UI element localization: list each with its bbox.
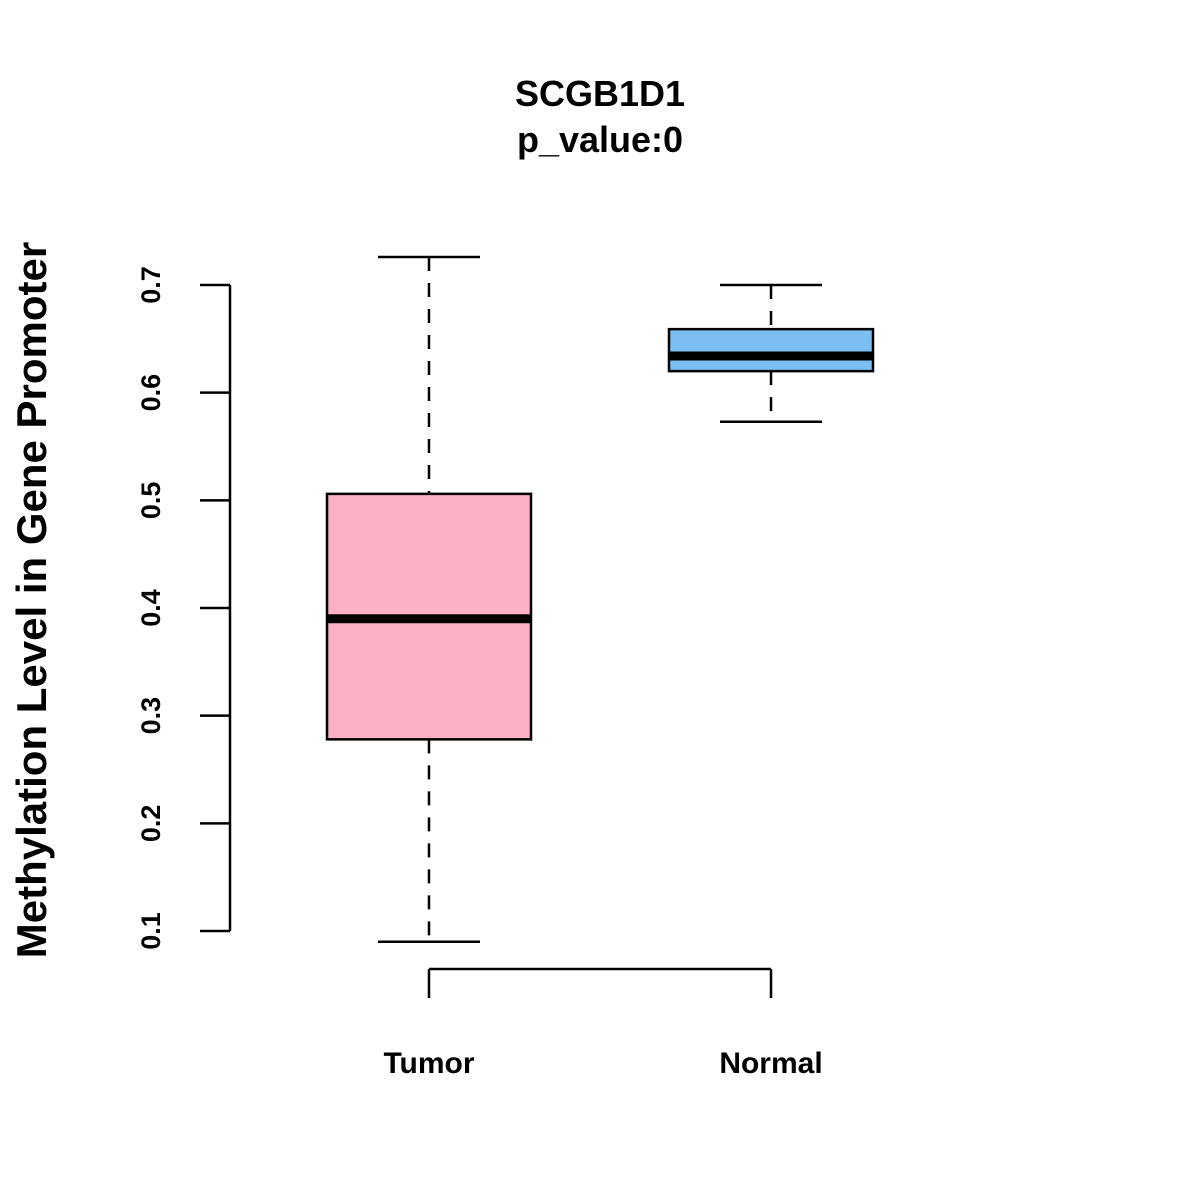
y-axis: 0.1 0.2 0.3 0.4 0.5 0.6 0.7 — [136, 266, 232, 950]
y-tick-label: 0.3 — [136, 697, 166, 735]
chart-title: SCGB1D1 — [515, 73, 685, 114]
box-normal — [667, 283, 875, 423]
y-tick-label: 0.1 — [136, 912, 166, 950]
box-tumor — [325, 255, 533, 944]
x-axis: Tumor Normal — [383, 967, 823, 1080]
y-tick-label: 0.6 — [136, 374, 166, 412]
y-tick-label: 0.4 — [136, 589, 166, 627]
x-tick-label: Normal — [719, 1047, 822, 1080]
y-axis-label: Methylation Level in Gene Promoter — [8, 242, 55, 958]
y-tick-label: 0.7 — [136, 266, 166, 304]
box-group — [325, 255, 875, 944]
y-tick-label: 0.2 — [136, 805, 166, 843]
y-tick-label: 0.5 — [136, 482, 166, 520]
chart-subtitle: p_value:0 — [517, 119, 683, 160]
iqr-box — [667, 327, 875, 373]
x-tick-label: Tumor — [383, 1047, 474, 1080]
